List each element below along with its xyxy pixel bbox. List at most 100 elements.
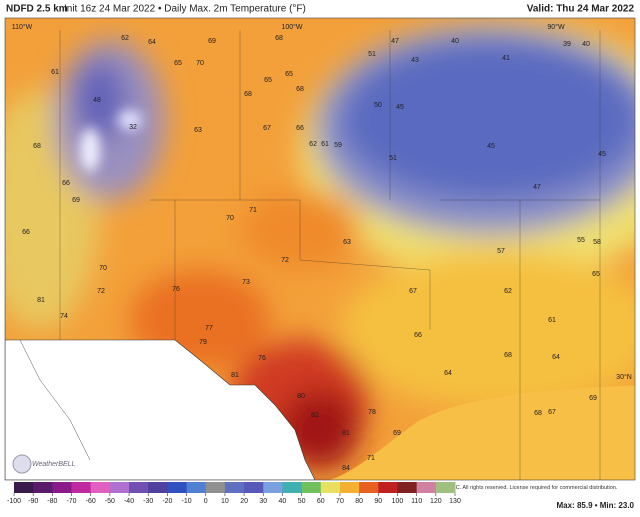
temperature-label: 45 — [396, 104, 404, 111]
temperature-label: 68 — [244, 91, 252, 98]
map: 110°W 100°W 90°W 30°N 62 64 61 48 32 63 68 66 69 65 69… — [5, 18, 635, 480]
temperature-label: 69 — [393, 430, 401, 437]
colorbar-segment — [205, 482, 226, 493]
temperature-label: 55 — [577, 237, 585, 244]
temperature-label: 64 — [444, 370, 452, 377]
colorbar-tick-label: 90 — [374, 498, 382, 505]
lat-label: 30°N — [616, 373, 632, 381]
temperature-label: 48 — [93, 97, 101, 104]
temperature-label: 69 — [72, 197, 80, 204]
colorbar-tick-label: -30 — [143, 498, 153, 505]
colorbar-tick-label: 70 — [336, 498, 344, 505]
temperature-label: 76 — [172, 286, 180, 293]
temperature-label: 40 — [582, 41, 590, 48]
colorbar-tick-label: 100 — [392, 498, 404, 505]
temperature-label: 66 — [62, 180, 70, 187]
temperature-label: 80 — [297, 393, 305, 400]
temperature-label: 65 — [174, 60, 182, 67]
colorbar-segment — [14, 482, 34, 493]
colorbar-segment — [244, 482, 264, 493]
temperature-label: 68 — [275, 35, 283, 42]
temperature-label: 41 — [502, 55, 510, 62]
temperature-label: 47 — [391, 38, 399, 45]
temperature-label: 43 — [411, 57, 419, 64]
colorbar-segment — [301, 482, 322, 493]
temperature-label: 70 — [99, 265, 107, 272]
colorbar-segment — [90, 482, 111, 493]
temperature-label: 61 — [548, 317, 556, 324]
colorbar-segment — [435, 482, 456, 493]
colorbar-tick-label: -70 — [66, 498, 76, 505]
temperature-label: 68 — [296, 86, 304, 93]
colorbar-tick-label: -20 — [162, 498, 172, 505]
colorbar-segment — [167, 482, 188, 493]
colorbar-tick-label: 80 — [355, 498, 363, 505]
temperature-label: 62 — [504, 288, 512, 295]
temperature-label: 64 — [552, 354, 560, 361]
temperature-label: 70 — [196, 60, 204, 67]
temperature-label: 73 — [242, 279, 250, 286]
colorbar-tick-label: 10 — [221, 498, 229, 505]
temperature-label: 51 — [368, 51, 376, 58]
temperature-label: 74 — [60, 313, 68, 320]
subtitle: Init 16z 24 Mar 2022 • Daily Max. 2m Tem… — [64, 4, 306, 15]
temperature-label: 67 — [263, 125, 271, 132]
lon-label: 110°W — [12, 23, 33, 31]
lon-label: 90°W — [547, 23, 565, 31]
temperature-label: 51 — [389, 155, 397, 162]
temperature-label: 84 — [342, 465, 350, 472]
temperature-label: 63 — [343, 239, 351, 246]
colorbar-segment — [186, 482, 207, 493]
colorbar: -100 -90 -80 -70 -60 -50 -40 -30 -20 -10 0 10 20 30 40… — [7, 482, 461, 505]
title: NDFD 2.5 km — [6, 4, 68, 15]
colorbar-segment — [397, 482, 418, 493]
temperature-label: 45 — [598, 151, 606, 158]
logo: WeatherBELL — [32, 461, 76, 468]
colorbar-segment — [282, 482, 303, 493]
temperature-label: 70 — [226, 215, 234, 222]
colorbar-segment — [359, 482, 379, 493]
temperature-label: 65 — [285, 71, 293, 78]
colorbar-tick-label: -40 — [124, 498, 134, 505]
valid-time: Valid: Thu 24 Mar 2022 — [527, 4, 635, 15]
temperature-label: 77 — [205, 325, 213, 332]
temperature-label: 71 — [367, 455, 375, 462]
temperature-label: 40 — [451, 38, 459, 45]
colorbar-tick-label: 120 — [430, 498, 442, 505]
colorbar-segment — [109, 482, 130, 493]
temperature-label: 66 — [296, 125, 304, 132]
colorbar-tick-label: -90 — [28, 498, 38, 505]
temperature-label: 66 — [414, 332, 422, 339]
temperature-label: 69 — [208, 38, 216, 45]
colorbar-segment — [320, 482, 341, 493]
colorbar-segment — [339, 482, 360, 493]
colorbar-tick-label: 40 — [279, 498, 287, 505]
temperature-label: 57 — [497, 248, 505, 255]
colorbar-segment — [416, 482, 437, 493]
stats: Max: 85.9 • Min: 23.0 — [557, 501, 635, 510]
colorbar-tick-label: 20 — [240, 498, 248, 505]
temperature-label: 82 — [311, 412, 319, 419]
temperature-label: 67 — [409, 288, 417, 295]
colorbar-segment — [148, 482, 168, 493]
temperature-label: 78 — [368, 409, 376, 416]
colorbar-tick-label: -60 — [86, 498, 96, 505]
logo-icon — [12, 454, 32, 474]
copyright: © 2022 WeatherBELL Analytics, LLC. All r… — [370, 484, 618, 491]
temperature-label: 62 — [121, 35, 129, 42]
temperature-label: 81 — [342, 430, 350, 437]
temperature-label: 79 — [199, 339, 207, 346]
temperature-label: 72 — [97, 288, 105, 295]
colorbar-tick-label: 110 — [411, 498, 422, 505]
colorbar-tick-label: 50 — [298, 498, 306, 505]
colorbar-segment — [378, 482, 398, 493]
temperature-label: 68 — [534, 410, 542, 417]
temperature-label: 65 — [264, 77, 272, 84]
temperature-label: 81 — [231, 372, 239, 379]
colorbar-tick-label: -10 — [182, 498, 192, 505]
temperature-label: 62 — [309, 141, 317, 148]
temperature-label: 76 — [258, 355, 266, 362]
colorbar-tick-label: -80 — [47, 498, 57, 505]
